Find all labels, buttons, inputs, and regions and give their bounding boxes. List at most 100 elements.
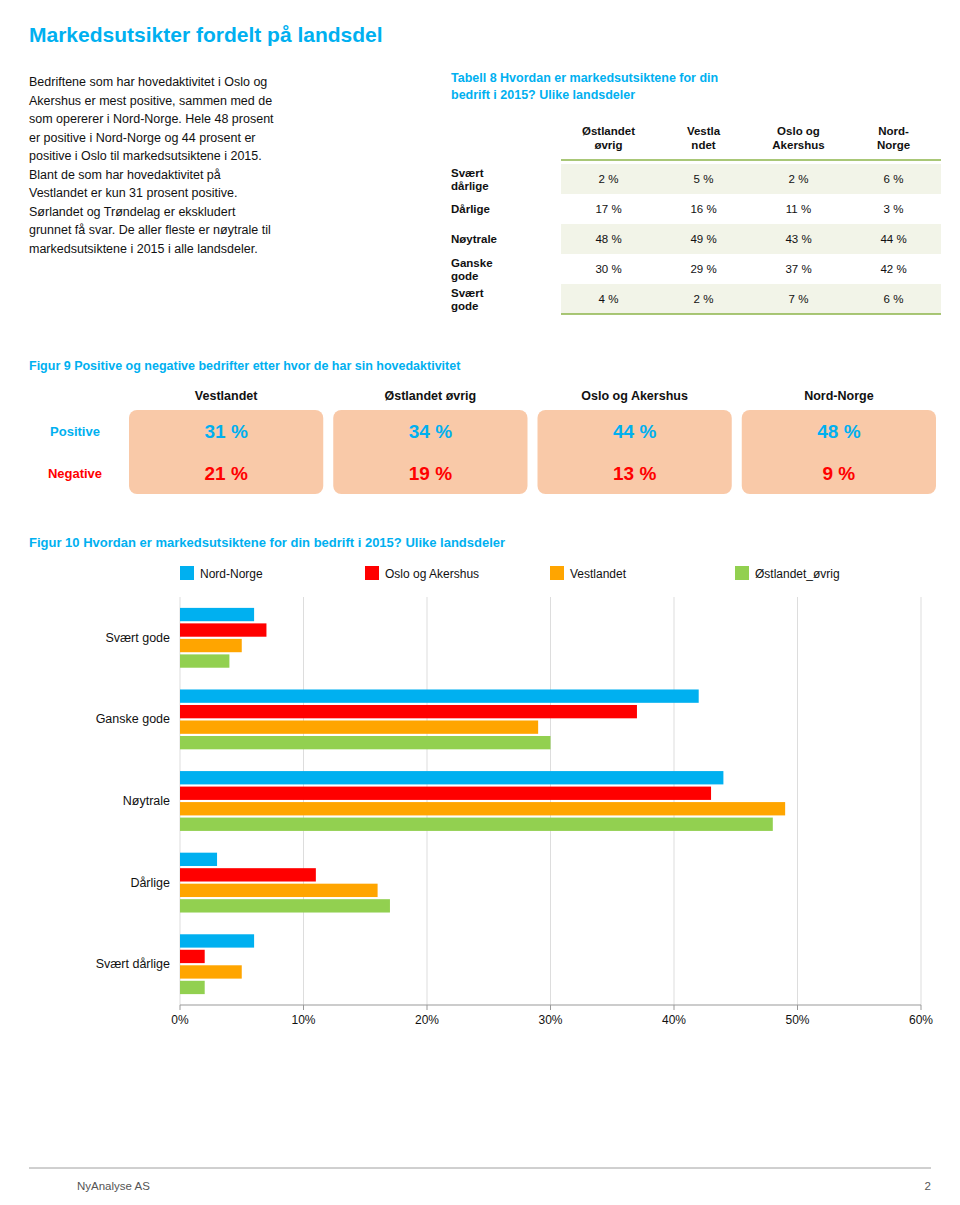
grid-line	[674, 597, 675, 1005]
table-cell: 42 %	[880, 263, 906, 275]
column-header: Vestlandet	[687, 125, 721, 151]
tick-label: 50%	[785, 1013, 809, 1027]
card-value: 31 %	[204, 421, 247, 442]
grid-line	[797, 597, 798, 1005]
card-value: 9 %	[823, 463, 856, 484]
table-cell: 16 %	[690, 203, 716, 215]
figure-title: Figur 9 Positive og negative bedrifter e…	[29, 359, 461, 373]
table-rule	[561, 313, 941, 315]
bar	[180, 868, 316, 881]
grid-line	[303, 597, 304, 1005]
tick-mark	[797, 1005, 798, 1010]
legend-entry: Østlandet_øvrig	[755, 567, 840, 581]
tick-label: 30%	[538, 1013, 562, 1027]
column-header: Oslo ogAkershus	[772, 125, 824, 151]
column-header: Østlandetøvrig	[582, 125, 635, 151]
bar-chart: Figur 10 Hvordan er markedsutsiktene for…	[29, 535, 933, 1027]
row-label: Sværtdårlige	[451, 167, 489, 192]
bar	[180, 934, 254, 947]
table-cell: 30 %	[595, 263, 621, 275]
table-cell: 49 %	[690, 233, 716, 245]
table-cell: 11 %	[786, 203, 811, 215]
bar	[180, 623, 266, 636]
tick-mark	[674, 1005, 675, 1010]
row-label: Nøytrale	[451, 233, 497, 245]
category-label: Nøytrale	[123, 794, 170, 808]
row-label: Sværtgode	[451, 287, 484, 312]
bar	[180, 884, 378, 897]
bar	[180, 787, 711, 800]
category-label: Ganske gode	[96, 712, 170, 726]
tick-mark	[921, 1005, 922, 1010]
category-label: Svært gode	[105, 631, 170, 645]
bar	[180, 639, 242, 652]
series-label: Positive	[50, 424, 100, 439]
bar	[180, 965, 242, 978]
row-label: Ganskegode	[451, 257, 493, 282]
card	[333, 410, 527, 494]
row-band	[561, 224, 941, 254]
grid-line	[921, 597, 922, 1005]
bar	[180, 654, 229, 667]
legend-entry: Vestlandet	[570, 567, 627, 581]
category-label: Svært dårlige	[96, 957, 170, 971]
legend-swatch	[735, 566, 749, 580]
table-cell: 37 %	[785, 263, 811, 275]
row-band	[561, 284, 941, 314]
bar	[180, 705, 637, 718]
card-value: 48 %	[817, 421, 860, 442]
legend-entry: Nord-Norge	[200, 567, 263, 581]
figure-title: Figur 10 Hvordan er markedsutsiktene for…	[29, 535, 505, 550]
table-cell: 29 %	[690, 263, 716, 275]
card-header: Østlandet øvrig	[385, 389, 477, 403]
page-title: Markedsutsikter fordelt på landsdel	[29, 23, 383, 46]
table-cell: 7 %	[789, 293, 809, 305]
table-cell: 5 %	[694, 173, 714, 185]
tick-mark	[427, 1005, 428, 1010]
table-cell: 44 %	[880, 233, 906, 245]
legend-swatch	[180, 566, 194, 580]
page-number: 2	[925, 1180, 931, 1192]
row-label: Dårlige	[451, 203, 490, 215]
column-header: Nord-Norge	[877, 125, 910, 151]
table-cell: 2 %	[694, 293, 714, 305]
table-cell: 2 %	[599, 173, 619, 185]
body-text: Bedriftene som har hovedaktivitet i Oslo…	[29, 75, 274, 256]
tick-mark	[550, 1005, 551, 1010]
table-cell: 2 %	[789, 173, 809, 185]
legend-entry: Oslo og Akershus	[385, 567, 479, 581]
tick-mark	[303, 1005, 304, 1010]
tick-label: 60%	[909, 1013, 933, 1027]
row-band	[561, 164, 941, 194]
bar	[180, 818, 773, 831]
footer-text: NyAnalyse AS	[77, 1180, 150, 1192]
bar	[180, 853, 217, 866]
card	[129, 410, 323, 494]
table: Tabell 8 Hvordan er markedsutsiktene for…	[451, 71, 941, 314]
tick-mark	[180, 1005, 181, 1010]
bar	[180, 720, 538, 733]
card	[742, 410, 936, 494]
card-value: 13 %	[613, 463, 656, 484]
grid-line	[550, 597, 551, 1005]
grid-line	[427, 597, 428, 1005]
legend-swatch	[550, 566, 564, 580]
x-axis-line	[180, 1005, 921, 1006]
legend-swatch	[365, 566, 379, 580]
bar	[180, 771, 723, 784]
cards: Figur 9 Positive og negative bedrifter e…	[29, 359, 936, 494]
tick-label: 20%	[415, 1013, 439, 1027]
tick-label: 0%	[171, 1013, 189, 1027]
card-value: 44 %	[613, 421, 656, 442]
card-value: 34 %	[409, 421, 452, 442]
bar	[180, 689, 699, 702]
table-cell: 3 %	[884, 203, 904, 215]
series-label: Negative	[48, 466, 102, 481]
card-header: Oslo og Akershus	[581, 389, 688, 403]
bar	[180, 899, 390, 912]
table-cell: 4 %	[599, 293, 619, 305]
bar	[180, 950, 205, 963]
page: Markedsutsikter fordelt på landsdel Bedri…	[0, 0, 960, 1205]
table-rule	[561, 159, 941, 161]
table-cell: 6 %	[884, 173, 904, 185]
